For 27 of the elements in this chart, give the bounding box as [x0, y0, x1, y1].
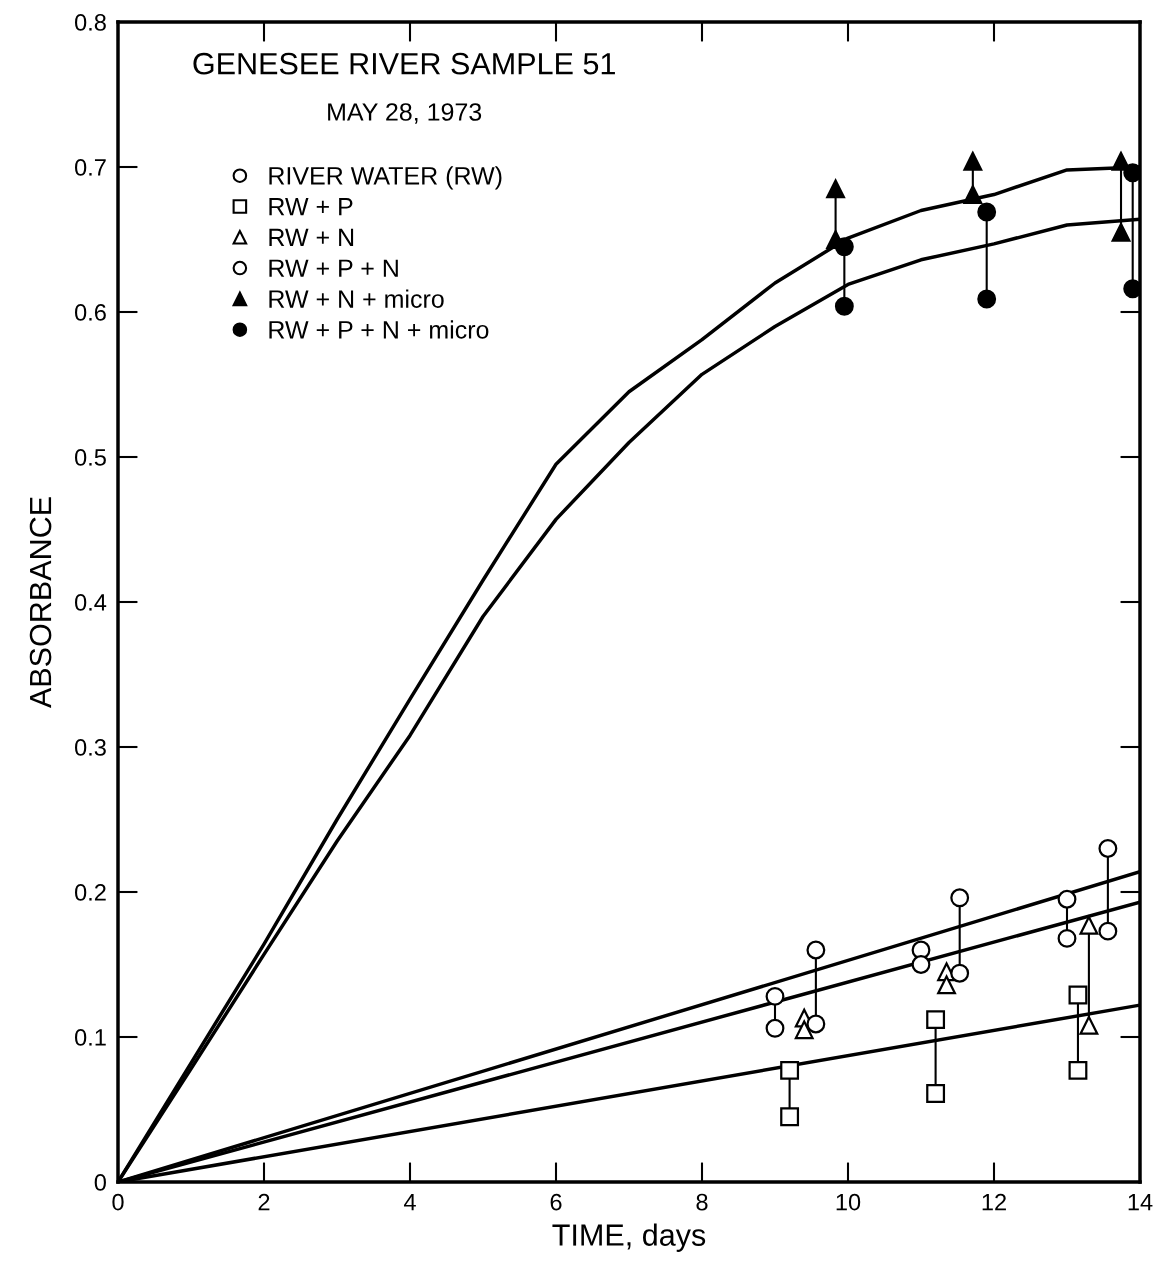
y-tick-label: 0.7: [74, 159, 106, 176]
y-tick-label: 0.1: [74, 1029, 106, 1046]
x-tick-label: 4: [403, 1193, 416, 1211]
x-tick-label: 10: [836, 1193, 861, 1211]
y-tick-label: 0.8: [74, 14, 106, 31]
x-tick-label: 8: [696, 1193, 708, 1211]
text: GENESEE RIVER SAMPLE 51: [193, 52, 615, 75]
x-tick-label: 6: [550, 1193, 562, 1211]
x-tick-label: 12: [982, 1193, 1006, 1211]
y-tick-label: 0: [94, 1174, 106, 1191]
y-tick-label: 0.2: [74, 884, 106, 901]
y-tick-label: 0.5: [74, 449, 106, 466]
y-tick-label: 0.6: [74, 304, 106, 321]
x-tick-label: 0: [112, 1193, 124, 1211]
text: MAY 28, 1973: [328, 103, 482, 124]
x-tick-label: 14: [1128, 1193, 1153, 1211]
legend-label: RIVER WATER (RW): [269, 166, 502, 190]
legend-label: RW + P: [269, 198, 353, 216]
legend-label: RW + N: [269, 228, 354, 247]
legend-label: RW + N + micro: [269, 289, 444, 308]
y-axis-title: ABSORBANCE: [29, 497, 52, 709]
y-tick-label: 0.3: [74, 739, 106, 756]
x-axis-title: TIME, days: [552, 1223, 706, 1252]
x-tick-label: 2: [258, 1193, 270, 1211]
legend-label: RW + P + N + micro: [269, 320, 489, 339]
legend-label: RW + P + N: [269, 259, 398, 277]
y-tick-label: 0.4: [74, 594, 107, 611]
